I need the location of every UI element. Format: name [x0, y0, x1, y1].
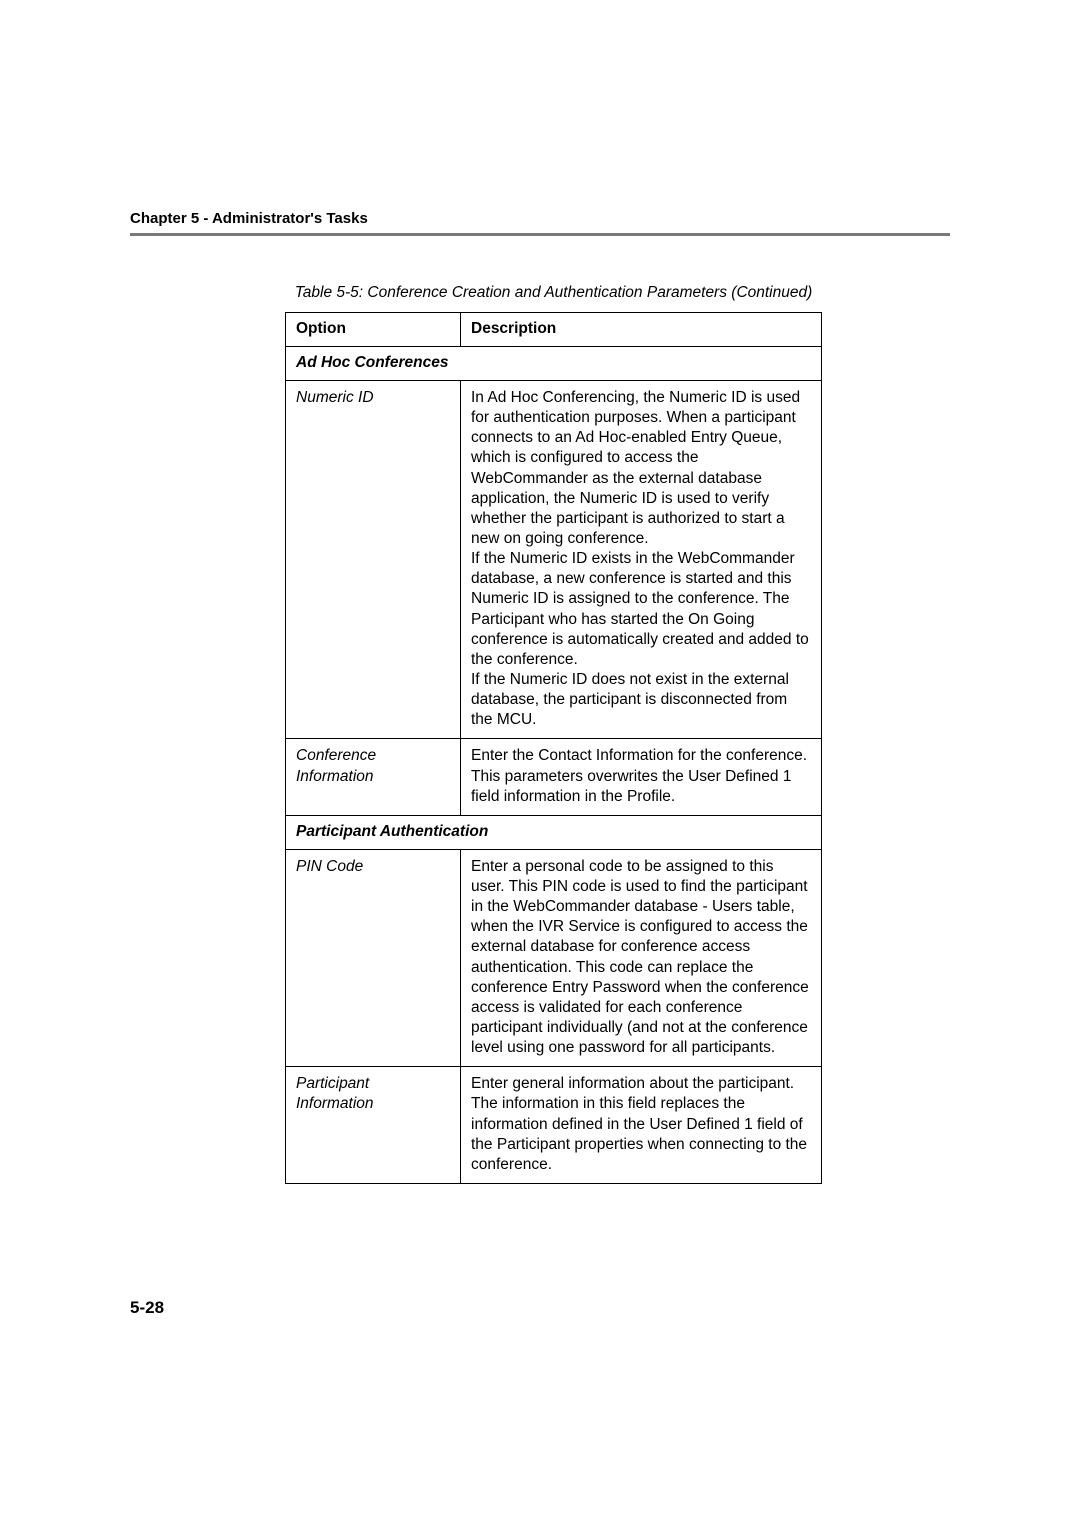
table-container: Table 5-5: Conference Creation and Authe…	[285, 284, 822, 1184]
desc-para: If the Numeric ID exists in the WebComma…	[471, 549, 811, 670]
table-header-row: Option Description	[286, 313, 822, 347]
parameters-table: Option Description Ad Hoc Conferences Nu…	[285, 312, 822, 1184]
desc-para: In Ad Hoc Conferencing, the Numeric ID i…	[471, 388, 811, 549]
option-cell-numeric-id: Numeric ID	[286, 381, 461, 739]
table-row: Numeric ID In Ad Hoc Conferencing, the N…	[286, 381, 822, 739]
page-container: Chapter 5 - Administrator's Tasks Table …	[0, 0, 1080, 1244]
option-cell-participant-info: Participant Information	[286, 1067, 461, 1184]
chapter-header: Chapter 5 - Administrator's Tasks	[130, 210, 950, 227]
table-caption: Table 5-5: Conference Creation and Authe…	[285, 284, 822, 302]
desc-para: If the Numeric ID does not exist in the …	[471, 670, 811, 730]
section-header-adhoc: Ad Hoc Conferences	[286, 347, 822, 381]
description-cell-participant-info: Enter general information about the part…	[461, 1067, 822, 1184]
column-header-option: Option	[286, 313, 461, 347]
table-row: Conference Information Enter the Contact…	[286, 739, 822, 815]
desc-para: Enter a personal code to be assigned to …	[471, 857, 811, 1058]
section-header-participant-auth: Participant Authentication	[286, 815, 822, 849]
table-row: Participant Information Enter general in…	[286, 1067, 822, 1184]
column-header-description: Description	[461, 313, 822, 347]
description-cell-numeric-id: In Ad Hoc Conferencing, the Numeric ID i…	[461, 381, 822, 739]
description-cell-pin-code: Enter a personal code to be assigned to …	[461, 849, 822, 1066]
option-cell-pin-code: PIN Code	[286, 849, 461, 1066]
page-number: 5-28	[130, 1298, 164, 1318]
section-row-participant-auth: Participant Authentication	[286, 815, 822, 849]
header-rule	[130, 233, 950, 236]
option-cell-conference-info: Conference Information	[286, 739, 461, 815]
table-row: PIN Code Enter a personal code to be ass…	[286, 849, 822, 1066]
desc-para: Enter general information about the part…	[471, 1074, 811, 1175]
section-row-adhoc: Ad Hoc Conferences	[286, 347, 822, 381]
desc-para: Enter the Contact Information for the co…	[471, 746, 811, 806]
description-cell-conference-info: Enter the Contact Information for the co…	[461, 739, 822, 815]
